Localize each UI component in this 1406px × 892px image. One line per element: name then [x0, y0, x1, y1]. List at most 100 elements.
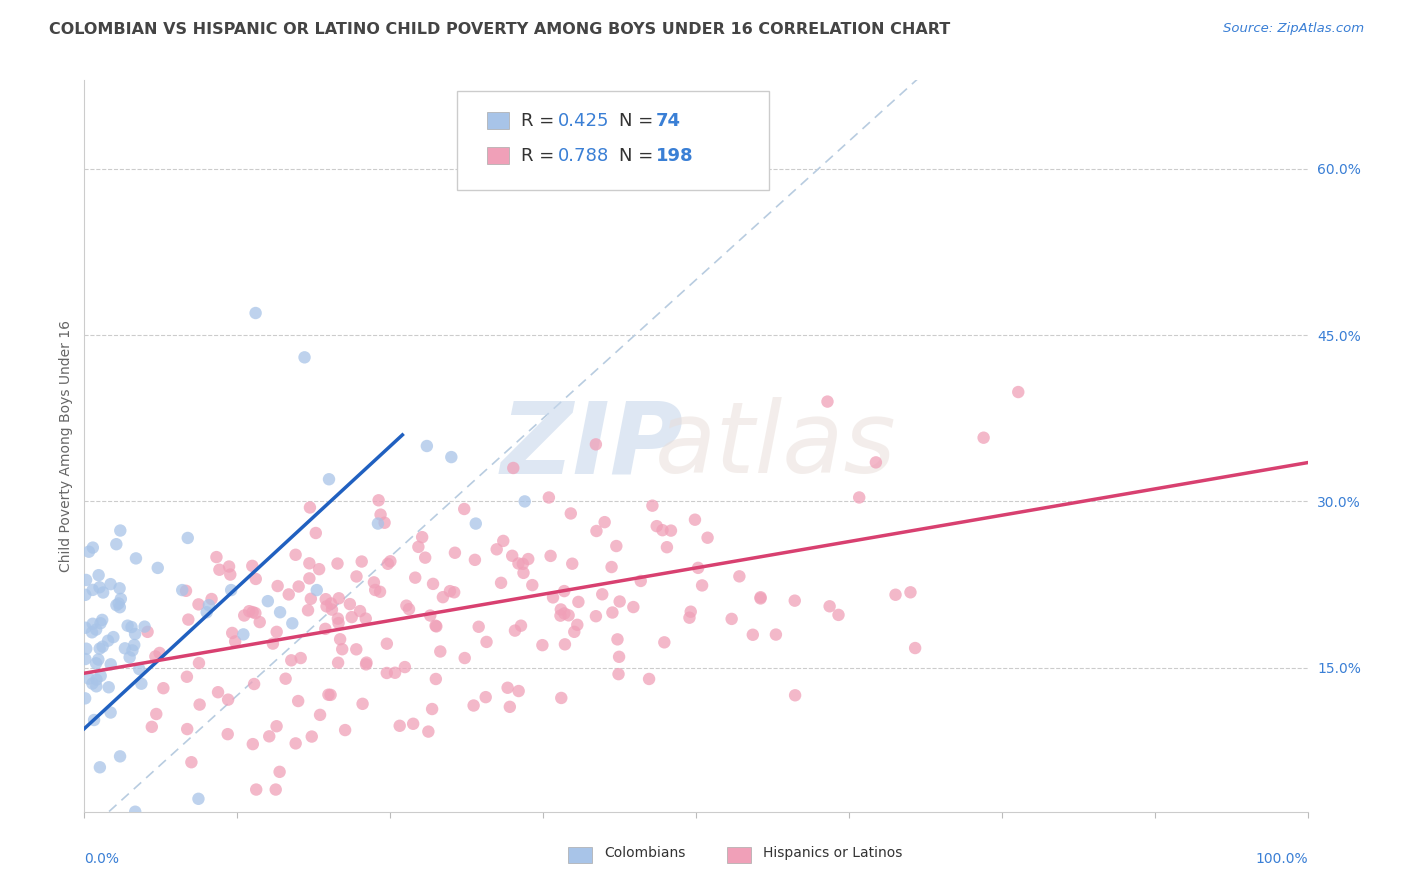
Point: [100, 706, 122, 720]
Point: [87, 568, 110, 582]
Point: [240, 558, 263, 573]
Point: [269, 605, 291, 619]
Point: [550, 690, 572, 705]
Point: [77, 672, 100, 686]
Point: [464, 516, 486, 531]
Point: [277, 587, 299, 601]
Point: [217, 727, 239, 741]
Point: [305, 583, 328, 598]
Point: [122, 638, 145, 652]
Point: [463, 698, 485, 713]
Point: [550, 602, 572, 616]
Point: [326, 557, 349, 571]
Point: [330, 642, 353, 657]
Point: [607, 649, 630, 664]
Point: [136, 624, 159, 639]
Point: [125, 551, 148, 566]
Point: [413, 550, 436, 565]
Point: [645, 519, 668, 533]
Text: R =: R =: [522, 146, 560, 165]
Text: 0.425: 0.425: [558, 112, 609, 129]
Point: [600, 560, 623, 574]
Point: [679, 605, 702, 619]
Point: [301, 730, 323, 744]
Point: [121, 620, 143, 634]
Point: [245, 606, 267, 620]
Point: [585, 524, 607, 538]
Point: [174, 583, 197, 598]
Point: [749, 591, 772, 605]
Point: [100, 577, 122, 591]
Point: [973, 431, 995, 445]
Point: [110, 524, 132, 538]
Point: [508, 684, 530, 698]
Point: [651, 523, 673, 537]
Point: [238, 604, 260, 618]
Point: [281, 616, 304, 631]
Point: [242, 605, 264, 619]
Point: [82, 582, 104, 597]
Point: [884, 588, 907, 602]
Point: [602, 606, 624, 620]
Point: [219, 567, 242, 582]
Point: [262, 637, 284, 651]
Point: [105, 537, 128, 551]
Point: [541, 591, 564, 605]
Point: [513, 494, 536, 508]
Point: [904, 641, 927, 656]
Point: [195, 605, 218, 619]
Point: [217, 692, 239, 706]
Point: [865, 455, 887, 469]
Text: COLOMBIAN VS HISPANIC OR LATINO CHILD POVERTY AMONG BOYS UNDER 16 CORRELATION CH: COLOMBIAN VS HISPANIC OR LATINO CHILD PO…: [49, 22, 950, 37]
Point: [176, 670, 198, 684]
Point: [89, 616, 111, 631]
Point: [485, 542, 508, 557]
Point: [593, 515, 616, 529]
Point: [585, 437, 607, 451]
Point: [384, 665, 406, 680]
Point: [205, 550, 228, 565]
Point: [375, 665, 398, 680]
Point: [512, 557, 534, 571]
Point: [848, 491, 870, 505]
Point: [114, 641, 136, 656]
Point: [425, 672, 447, 686]
Point: [77, 545, 100, 559]
Point: [453, 502, 475, 516]
Point: [749, 591, 772, 606]
Point: [364, 582, 387, 597]
Point: [118, 650, 141, 665]
Point: [540, 549, 562, 563]
Point: [221, 626, 243, 640]
Point: [290, 651, 312, 665]
Point: [827, 607, 849, 622]
Point: [91, 585, 114, 599]
Point: [200, 592, 222, 607]
Point: [375, 637, 398, 651]
Point: [257, 729, 280, 743]
Point: [100, 657, 122, 672]
Point: [110, 591, 132, 606]
Point: [91, 613, 114, 627]
Point: [553, 607, 575, 621]
Text: Colombians: Colombians: [605, 847, 685, 861]
Point: [508, 557, 530, 571]
Text: Source: ZipAtlas.com: Source: ZipAtlas.com: [1223, 22, 1364, 36]
Point: [328, 591, 350, 606]
Point: [87, 652, 110, 666]
Point: [344, 642, 367, 657]
Point: [557, 608, 579, 623]
Point: [444, 546, 467, 560]
Point: [388, 719, 411, 733]
Point: [245, 306, 267, 320]
Point: [349, 604, 371, 618]
Point: [425, 619, 447, 633]
Point: [728, 569, 751, 583]
Point: [346, 569, 368, 583]
Point: [688, 561, 710, 575]
Point: [425, 618, 447, 632]
Point: [783, 593, 806, 607]
Point: [641, 499, 664, 513]
Point: [146, 561, 169, 575]
Point: [554, 637, 576, 651]
